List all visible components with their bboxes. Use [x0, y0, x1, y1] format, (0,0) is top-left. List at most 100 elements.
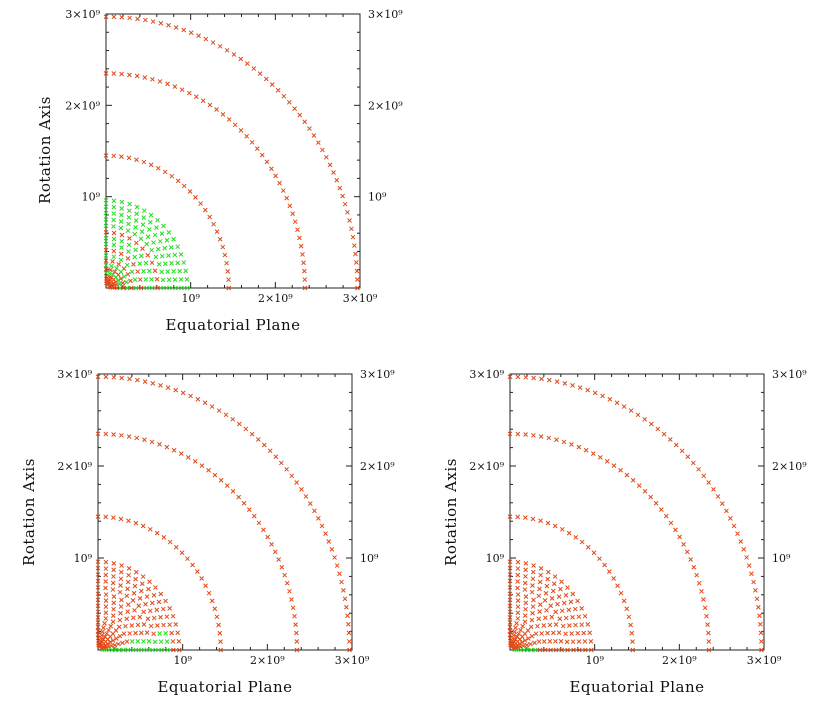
data-point	[129, 623, 135, 628]
data-point	[118, 583, 123, 588]
data-point	[160, 277, 166, 283]
data-point	[117, 589, 123, 595]
data-point	[630, 639, 635, 644]
data-point	[642, 488, 648, 494]
data-point	[126, 434, 132, 439]
data-point	[132, 254, 138, 260]
data-point	[537, 579, 543, 585]
data-point	[570, 591, 576, 597]
data-point	[179, 87, 185, 93]
data-point	[232, 122, 238, 128]
y-tick-label: 10⁹	[486, 552, 505, 565]
data-point	[523, 515, 528, 521]
x-tick-label: 3×10⁹	[343, 292, 378, 305]
data-point	[523, 606, 528, 612]
data-point	[167, 622, 173, 628]
y-axis-label: Rotation Axis	[20, 458, 38, 566]
data-point	[523, 374, 529, 380]
data-point	[101, 637, 106, 642]
x-axis-label: Equatorial Plane	[569, 678, 704, 696]
data-point	[273, 173, 279, 179]
data-point	[169, 173, 175, 179]
data-point	[173, 622, 179, 627]
data-point	[135, 622, 141, 628]
data-point	[653, 500, 659, 506]
data-point	[112, 642, 118, 648]
data-point	[95, 614, 101, 620]
data-point	[218, 639, 223, 644]
data-point	[538, 566, 544, 571]
data-point	[259, 152, 265, 158]
data-point	[597, 455, 603, 460]
data-point	[537, 586, 542, 592]
data-point	[256, 520, 262, 526]
data-point	[153, 647, 158, 653]
data-point	[156, 599, 162, 605]
data-point	[507, 578, 513, 584]
data-point	[155, 623, 160, 628]
data-point	[214, 107, 219, 112]
data-point	[618, 590, 624, 596]
data-point	[111, 14, 117, 20]
data-point	[144, 594, 150, 600]
data-point	[323, 531, 328, 537]
data-point	[203, 36, 209, 42]
data-point	[125, 609, 131, 614]
data-point	[523, 594, 529, 599]
data-point	[121, 647, 126, 653]
data-point	[307, 126, 312, 131]
x-tick-label: 3×10⁹	[747, 654, 782, 667]
data-point	[588, 647, 594, 653]
data-point	[173, 544, 179, 550]
data-point	[103, 566, 109, 571]
data-point	[126, 518, 131, 524]
data-point	[118, 569, 124, 575]
data-point	[176, 647, 182, 653]
data-point	[561, 600, 567, 606]
data-point	[553, 638, 558, 644]
data-point	[125, 586, 130, 592]
data-point	[537, 609, 543, 614]
data-point	[133, 218, 139, 223]
x-axis-label: Equatorial Plane	[165, 316, 300, 334]
data-point	[195, 396, 201, 402]
data-point	[573, 622, 578, 628]
data-point	[173, 387, 179, 393]
data-point	[119, 212, 124, 218]
data-point	[166, 230, 172, 235]
data-point	[95, 585, 101, 590]
data-point	[292, 613, 297, 619]
data-point	[280, 188, 286, 193]
data-point	[163, 630, 169, 636]
data-point	[575, 630, 581, 636]
data-point	[118, 610, 123, 616]
data-point	[559, 608, 565, 614]
data-point	[111, 153, 117, 159]
data-point	[507, 632, 513, 638]
data-point	[133, 569, 139, 575]
data-point	[178, 451, 184, 457]
data-point	[126, 572, 132, 578]
data-point	[95, 591, 101, 597]
data-point	[95, 578, 101, 584]
data-point	[146, 227, 152, 232]
data-point	[515, 566, 521, 571]
data-point	[146, 586, 151, 592]
data-point	[134, 204, 140, 210]
y-tick-label-right: 10⁹	[360, 552, 379, 565]
data-point	[175, 630, 181, 636]
data-point	[103, 229, 109, 235]
data-point	[614, 400, 620, 406]
data-point	[127, 15, 133, 21]
data-point	[125, 228, 131, 233]
data-point	[292, 219, 298, 225]
data-point	[715, 494, 721, 499]
data-point	[525, 636, 531, 641]
data-point	[103, 266, 109, 272]
data-point	[515, 572, 521, 578]
data-point	[99, 632, 104, 638]
data-point	[105, 642, 110, 646]
data-point	[289, 597, 294, 602]
data-point	[136, 647, 141, 653]
data-point	[230, 488, 236, 494]
